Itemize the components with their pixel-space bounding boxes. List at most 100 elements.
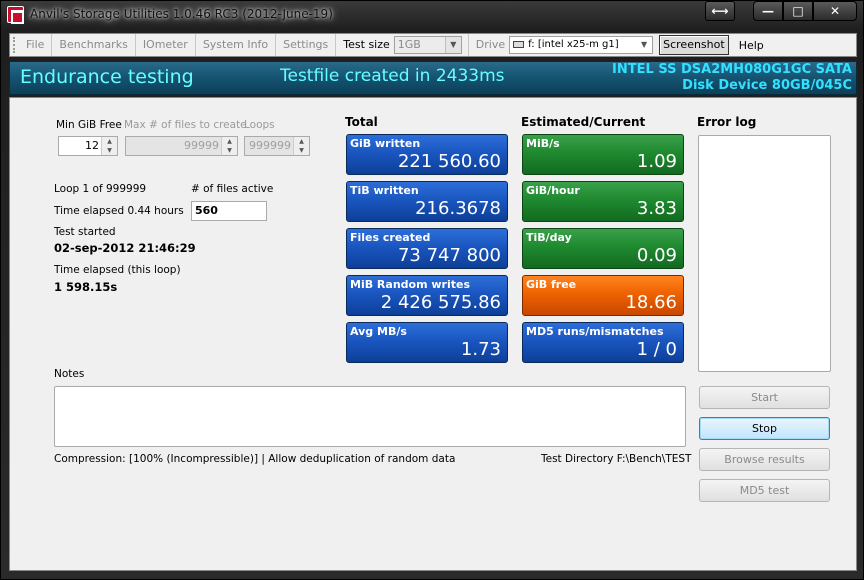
- tile-mib-random-writes: MiB Random writes 2 426 575.86: [346, 275, 508, 316]
- page-title: Endurance testing: [20, 66, 194, 88]
- maximize-button[interactable]: □: [783, 1, 813, 21]
- loops-label: Loops: [244, 119, 275, 131]
- test-started-label: Test started: [54, 226, 116, 238]
- tile-label: GiB/hour: [526, 184, 580, 197]
- max-files-stepper[interactable]: 99999 ▲ ▼: [125, 136, 238, 156]
- tile-tib-day: TiB/day 0.09: [522, 228, 684, 269]
- files-active-label: # of files active: [191, 183, 274, 195]
- drive-details: Disk Device 80GB/045C: [682, 78, 852, 93]
- min-gib-free-label: Min GiB Free: [56, 119, 122, 131]
- time-elapsed: Time elapsed 0.44 hours: [54, 205, 184, 217]
- time-elapsed-loop-value: 1 598.15s: [54, 280, 118, 294]
- tile-label: GiB free: [526, 278, 577, 291]
- chevron-down-icon[interactable]: ▼: [294, 146, 309, 155]
- drive-info: INTEL SS DSA2MH080G1GC SATA Disk Device …: [612, 62, 852, 94]
- tile-gib-free: GiB free 18.66: [522, 275, 684, 316]
- menu-system-info[interactable]: System Info: [196, 34, 277, 56]
- loop-counter: Loop 1 of 999999: [54, 183, 147, 195]
- drive-value: f: [intel x25-m g1]: [528, 39, 619, 50]
- toolbar-grip-icon[interactable]: [13, 37, 19, 53]
- max-files-label: Max # of files to create: [124, 119, 247, 131]
- error-log-box[interactable]: [698, 135, 831, 372]
- total-heading: Total: [345, 115, 378, 129]
- error-log-heading: Error log: [697, 115, 757, 129]
- tile-label: MD5 runs/mismatches: [526, 325, 664, 338]
- close-button[interactable]: ✕: [813, 1, 857, 21]
- loops-stepper[interactable]: 999999 ▲ ▼: [244, 136, 310, 156]
- tile-avg-mbs: Avg MB/s 1.73: [346, 322, 508, 363]
- tile-value: 216.3678: [415, 198, 501, 219]
- tile-tib-written: TiB written 216.3678: [346, 181, 508, 222]
- stepper-arrows[interactable]: ▲ ▼: [293, 137, 309, 155]
- chevron-down-icon[interactable]: ▼: [102, 146, 117, 155]
- tile-value: 1.09: [636, 151, 677, 172]
- window-title: Anvil's Storage Utilities 1.0.46 RC3 (20…: [30, 7, 333, 21]
- tile-files-created: Files created 73 747 800: [346, 228, 508, 269]
- tile-value: 221 560.60: [397, 151, 501, 172]
- screenshot-button[interactable]: Screenshot: [659, 35, 729, 55]
- minimize-button[interactable]: —: [753, 1, 783, 21]
- chevron-up-icon[interactable]: ▲: [222, 137, 237, 146]
- md5-test-button[interactable]: MD5 test: [699, 479, 830, 502]
- test-size-value: 1GB: [397, 38, 421, 51]
- chevron-down-icon[interactable]: ▼: [222, 146, 237, 155]
- loops-value: 999999: [249, 139, 291, 152]
- caption-buttons: ⟷ — □ ✕: [705, 1, 857, 21]
- test-size-label: Test size: [343, 38, 390, 51]
- title-bar: Anvil's Storage Utilities 1.0.46 RC3 (20…: [1, 1, 863, 29]
- tile-label: MiB Random writes: [350, 278, 471, 291]
- compression-info: Compression: [100% (Incompressible)] | A…: [54, 453, 456, 465]
- min-gib-free-value: 12: [85, 139, 99, 152]
- status-message: Testfile created in 2433ms: [280, 66, 505, 86]
- tile-mibs: MiB/s 1.09: [522, 134, 684, 175]
- tile-value: 2 426 575.86: [380, 292, 501, 313]
- files-active-field[interactable]: 560: [191, 201, 267, 221]
- menu-benchmarks[interactable]: Benchmarks: [52, 34, 136, 56]
- menu-file[interactable]: File: [19, 34, 53, 56]
- notes-label: Notes: [54, 368, 85, 380]
- tile-value: 1 / 0: [636, 339, 677, 360]
- menu-help[interactable]: Help: [738, 38, 764, 52]
- max-files-value: 99999: [184, 139, 219, 152]
- chevron-down-icon: ▼: [641, 40, 648, 49]
- stepper-arrows[interactable]: ▲ ▼: [101, 137, 117, 155]
- tile-label: Avg MB/s: [350, 325, 407, 338]
- min-gib-free-stepper[interactable]: 12 ▲ ▼: [58, 136, 118, 156]
- tile-md5-runs: MD5 runs/mismatches 1 / 0: [522, 322, 684, 363]
- tile-label: GiB written: [350, 137, 421, 150]
- drive-label: Drive: [467, 34, 505, 56]
- chevron-down-icon: ▼: [444, 37, 461, 53]
- swap-arrows-icon[interactable]: ⟷: [705, 1, 735, 21]
- chevron-up-icon[interactable]: ▲: [102, 137, 117, 146]
- tile-value: 18.66: [625, 292, 677, 313]
- menu-iometer[interactable]: IOmeter: [136, 34, 196, 56]
- stop-button[interactable]: Stop: [699, 417, 830, 440]
- main-panel: Min GiB Free Max # of files to create Lo…: [9, 97, 857, 571]
- test-directory: Test Directory F:\Bench\TEST: [541, 453, 692, 465]
- menu-bar: File Benchmarks IOmeter System Info Sett…: [9, 33, 857, 57]
- notes-textarea[interactable]: [54, 386, 686, 447]
- tile-value: 0.09: [636, 245, 677, 266]
- tile-gib-written: GiB written 221 560.60: [346, 134, 508, 175]
- tile-label: MiB/s: [526, 137, 560, 150]
- tile-value: 3.83: [636, 198, 677, 219]
- tile-gib-hour: GiB/hour 3.83: [522, 181, 684, 222]
- drive-model: INTEL SS DSA2MH080G1GC SATA: [612, 62, 852, 77]
- time-elapsed-loop-label: Time elapsed (this loop): [54, 264, 181, 276]
- drive-icon: [513, 40, 525, 48]
- drive-select[interactable]: f: [intel x25-m g1] ▼: [509, 36, 654, 54]
- start-button[interactable]: Start: [699, 386, 830, 409]
- test-size-select[interactable]: 1GB ▼: [393, 36, 462, 54]
- app-logo-icon[interactable]: [7, 6, 24, 24]
- header-strip: Endurance testing Testfile created in 24…: [9, 61, 857, 95]
- estimated-heading: Estimated/Current: [521, 115, 646, 129]
- tile-label: TiB written: [350, 184, 419, 197]
- tile-value: 1.73: [460, 339, 501, 360]
- chevron-up-icon[interactable]: ▲: [294, 137, 309, 146]
- browse-results-button[interactable]: Browse results: [699, 448, 830, 471]
- tile-value: 73 747 800: [397, 245, 501, 266]
- menu-settings[interactable]: Settings: [276, 34, 337, 56]
- tile-label: Files created: [350, 231, 431, 244]
- stepper-arrows[interactable]: ▲ ▼: [221, 137, 237, 155]
